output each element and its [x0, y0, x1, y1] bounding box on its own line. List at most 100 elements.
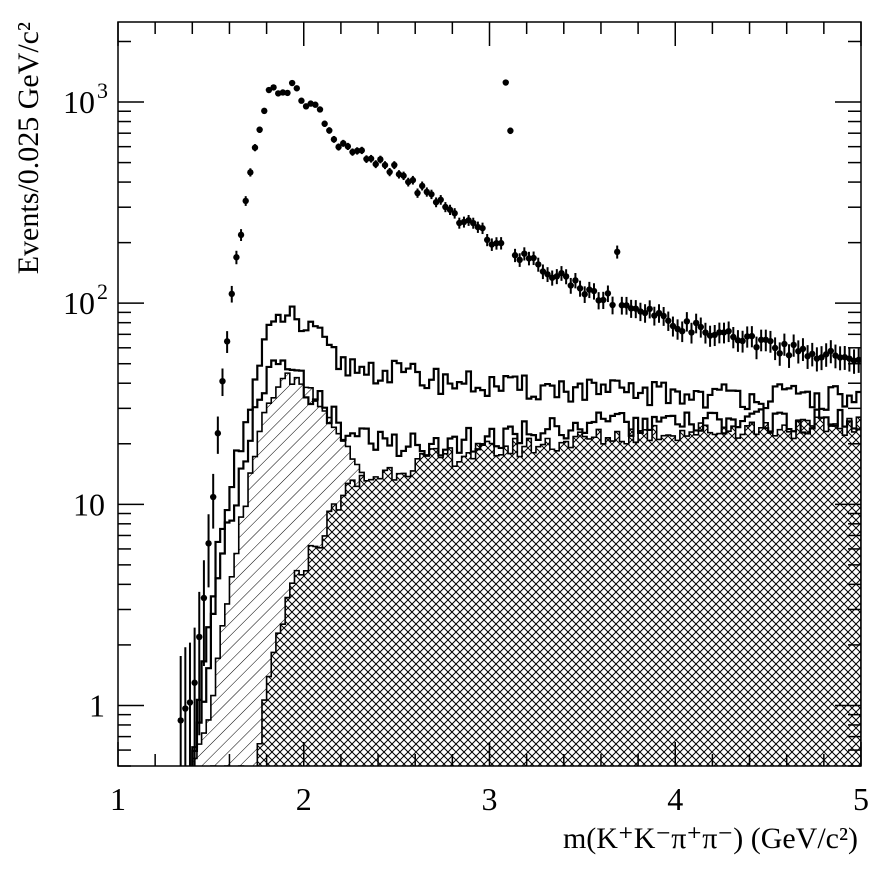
data-point — [665, 317, 672, 324]
data-point — [767, 337, 774, 345]
data-point — [219, 377, 226, 385]
data-point — [242, 197, 249, 205]
data-point — [256, 126, 263, 133]
hist-hatched-cross — [210, 416, 861, 766]
data-point — [293, 85, 300, 92]
data-point — [223, 338, 231, 345]
data-point — [618, 302, 626, 309]
data-point — [442, 203, 449, 211]
data-point — [600, 296, 607, 304]
data-point — [562, 273, 570, 280]
hist-open-2 — [191, 359, 861, 766]
data-point — [340, 140, 347, 147]
data-point — [683, 318, 691, 325]
data-point — [381, 161, 389, 169]
data-point — [530, 254, 537, 262]
data-point — [451, 210, 458, 217]
data-point — [465, 217, 472, 224]
data-point — [386, 168, 393, 176]
x-tick-label: 2 — [296, 781, 312, 817]
data-point — [781, 340, 788, 348]
data-point — [446, 206, 454, 213]
data-point — [595, 297, 602, 304]
data-point — [418, 182, 426, 190]
data-point — [785, 352, 793, 359]
data-point — [688, 329, 695, 336]
data-point — [748, 332, 756, 340]
data-point — [632, 305, 639, 312]
data-point — [302, 103, 310, 110]
data-point — [507, 127, 514, 134]
data-point — [502, 79, 509, 86]
data-point — [298, 97, 305, 104]
data-point — [702, 329, 709, 336]
data-point — [730, 333, 737, 341]
data-point — [191, 679, 198, 686]
data-point — [818, 354, 825, 361]
data-point — [265, 86, 273, 94]
data-point — [316, 106, 324, 113]
data-point — [697, 323, 704, 331]
data-point — [716, 329, 723, 336]
data-point — [186, 699, 194, 706]
data-point — [641, 309, 649, 317]
data-point — [288, 79, 296, 87]
data-point — [409, 176, 417, 184]
data-point — [771, 344, 779, 352]
data-point — [367, 155, 375, 162]
hist-open-1 — [191, 305, 861, 766]
data-point — [279, 89, 287, 96]
data-point — [497, 239, 505, 247]
series-layer — [177, 79, 861, 766]
x-tick-label: 4 — [667, 781, 683, 817]
y-axis-label: Events/0.025 GeV/c² — [12, 22, 45, 274]
data-point — [479, 224, 486, 232]
data-point — [270, 84, 277, 91]
data-point — [261, 107, 268, 115]
data-point — [590, 287, 598, 295]
data-point — [576, 285, 584, 292]
data-point — [414, 189, 421, 197]
data-point — [344, 143, 352, 150]
y-tick-label: 1 — [89, 687, 105, 723]
y-tick-label: 10 — [63, 84, 95, 120]
data-point — [614, 248, 621, 256]
data-point — [655, 309, 663, 317]
data-point — [623, 302, 630, 309]
data-point — [358, 147, 365, 154]
data-point — [353, 147, 361, 155]
data-point — [470, 219, 477, 227]
data-point — [377, 156, 384, 163]
data-point — [627, 305, 635, 312]
data-point — [400, 172, 407, 179]
x-axis-label: m(K⁺K⁻π⁺π⁻) (GeV/c²) — [563, 822, 858, 855]
data-point — [233, 254, 240, 261]
data-point — [312, 101, 319, 108]
data-point — [251, 144, 259, 151]
data-point — [822, 351, 830, 358]
data-point — [651, 312, 658, 319]
data-point — [214, 430, 222, 437]
data-point — [567, 282, 574, 289]
data-point — [326, 127, 333, 134]
data-point — [679, 327, 686, 335]
data-point — [739, 337, 746, 345]
data-point — [391, 161, 398, 169]
data-point — [521, 250, 528, 257]
data-point — [558, 269, 565, 277]
data-point — [744, 333, 751, 340]
data-point — [437, 196, 444, 203]
x-axis: 1 2 3 4 5 — [110, 22, 869, 817]
y-tick-label: 10 — [73, 486, 105, 522]
data-point — [209, 493, 217, 501]
data-point — [660, 312, 667, 320]
data-point — [692, 319, 700, 327]
data-point — [609, 301, 616, 309]
data-point — [284, 89, 291, 97]
y-tick-label: 10 — [63, 285, 95, 321]
data-points — [177, 79, 861, 766]
data-point — [539, 268, 547, 275]
data-point — [553, 273, 561, 280]
data-point — [511, 252, 519, 259]
